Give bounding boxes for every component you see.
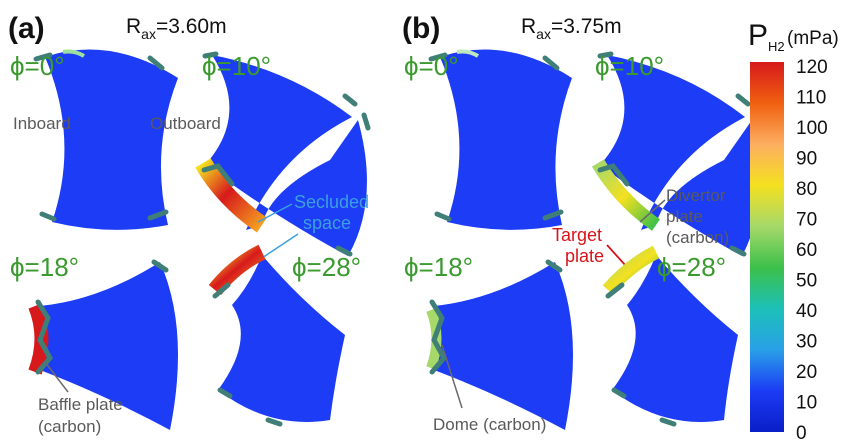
plate-a-phi28-top bbox=[212, 282, 231, 299]
cross-section-b-phi18 bbox=[434, 262, 573, 430]
colorbar-tick-label: 20 bbox=[796, 362, 817, 383]
angle-b-phi28: ϕ=28° bbox=[657, 252, 726, 282]
hotspot-b-phi0 bbox=[456, 49, 480, 58]
label-divertor-2: plate bbox=[666, 207, 703, 226]
colorbar-tick-label: 50 bbox=[796, 271, 817, 292]
plate-b-phi0-bottom-left bbox=[434, 211, 452, 222]
panel-b-rax: Rax=3.75m bbox=[521, 15, 622, 42]
plate-b-phi10-top bbox=[597, 51, 614, 59]
angle-b-phi10: ϕ=10° bbox=[595, 51, 664, 81]
cross-section-a-phi10 bbox=[205, 55, 367, 256]
colorbar-gradient bbox=[750, 62, 784, 432]
angle-a-phi0: ϕ=0° bbox=[10, 51, 65, 81]
colorbar-tick-label: 30 bbox=[796, 332, 817, 353]
plate-b-phi10-right-1 bbox=[735, 93, 751, 107]
colorbar-tick-label: 10 bbox=[796, 393, 817, 414]
plate-a-phi0-top-left bbox=[33, 52, 53, 62]
label-dome: Dome (carbon) bbox=[433, 415, 546, 434]
plate-a-phi10-bottom bbox=[335, 245, 353, 257]
baffle-a-phi10 bbox=[201, 163, 235, 187]
label-baffle-1: Baffle plate bbox=[38, 395, 123, 414]
panel-a-label: (a) bbox=[8, 12, 45, 45]
plate-b-phi28-bottom-2 bbox=[611, 387, 627, 399]
baffle-b-phi10 bbox=[597, 163, 630, 187]
pointer-secluded-a bbox=[257, 203, 293, 223]
colorbar-tick-label: 120 bbox=[796, 57, 828, 78]
panel-a-rax: Rax=3.60m bbox=[126, 15, 227, 42]
colorbar-tick-label: 90 bbox=[796, 149, 817, 170]
plate-b-phi28-bottom-1 bbox=[659, 417, 677, 427]
hotspot-a-phi0 bbox=[62, 49, 86, 58]
pointer-secluded-b bbox=[261, 233, 299, 259]
plate-b-phi10-bottom bbox=[729, 245, 747, 257]
label-inboard: Inboard bbox=[13, 114, 71, 133]
plate-b-phi0-top-right bbox=[542, 55, 560, 71]
colorbar-tick-label: 0 bbox=[796, 423, 807, 443]
colorbar-tick-label: 80 bbox=[796, 179, 817, 200]
cross-section-a-phi18 bbox=[40, 262, 178, 430]
label-outboard: Outboard bbox=[150, 114, 221, 133]
angle-b-phi0: ϕ=0° bbox=[404, 51, 459, 81]
label-baffle-2: (carbon) bbox=[38, 417, 101, 436]
hotspot-a-phi28 bbox=[208, 244, 266, 296]
plate-b-phi28-top bbox=[605, 282, 625, 299]
plate-b-phi0-top-left bbox=[428, 52, 448, 62]
hotspot-b-phi28 bbox=[602, 245, 660, 295]
plate-a-phi28-bottom-2 bbox=[217, 387, 233, 399]
plate-b-phi18-top bbox=[545, 259, 563, 273]
angle-a-phi10: ϕ=10° bbox=[202, 51, 271, 81]
label-target-1: Target bbox=[552, 225, 602, 245]
plate-a-phi10-top bbox=[202, 51, 219, 59]
pointer-divertor bbox=[639, 199, 666, 223]
angle-a-phi28: ϕ=28° bbox=[292, 252, 361, 282]
plate-a-phi10-right-1 bbox=[342, 93, 358, 107]
cross-section-a-phi0 bbox=[45, 49, 178, 230]
plate-a-phi18-top bbox=[151, 259, 169, 273]
colorbar-tick-label: 40 bbox=[796, 301, 817, 322]
panel-b-label: (b) bbox=[402, 12, 440, 45]
pointer-target bbox=[606, 244, 627, 267]
cross-section-b-phi0 bbox=[440, 49, 572, 230]
colorbar-title: PH2 bbox=[748, 19, 785, 54]
plate-a-phi0-bottom-right bbox=[147, 209, 169, 221]
plate-a-phi0-bottom-left bbox=[39, 211, 57, 222]
dome-b-phi18 bbox=[429, 299, 448, 375]
label-divertor-1: Divertor bbox=[666, 186, 726, 205]
cross-section-a-phi28 bbox=[218, 255, 345, 422]
colorbar-tick-label: 70 bbox=[796, 210, 817, 231]
label-secluded-2: space bbox=[303, 213, 351, 233]
label-divertor-3: (carbon) bbox=[666, 228, 729, 247]
plate-b-phi0-bottom-right bbox=[542, 209, 564, 221]
colorbar-tick-label: 100 bbox=[796, 118, 828, 139]
panel-a: (a) Rax=3.60m ϕ=0° Inboard Outboard ϕ=10… bbox=[8, 12, 371, 436]
plate-a-phi0-top-right bbox=[147, 55, 165, 71]
pointer-baffle bbox=[44, 361, 69, 393]
cross-section-b-phi28 bbox=[612, 255, 738, 422]
label-secluded-1: Secluded bbox=[294, 192, 369, 212]
plate-a-phi28-bottom-1 bbox=[265, 417, 283, 427]
panel-b: (b) Rax=3.75m ϕ=0° ϕ=10° Divertor plate … bbox=[402, 12, 765, 434]
cross-section-b-phi10 bbox=[600, 55, 760, 256]
pointer-dome bbox=[441, 344, 463, 409]
colorbar-tick-label: 110 bbox=[796, 88, 826, 109]
angle-a-phi18: ϕ=18° bbox=[10, 252, 79, 282]
label-target-2: plate bbox=[565, 246, 604, 266]
colorbar-tick-label: 60 bbox=[796, 240, 817, 261]
angle-b-phi18: ϕ=18° bbox=[404, 252, 473, 282]
colorbar-unit: (mPa) bbox=[787, 28, 839, 49]
plate-a-phi10-right-2 bbox=[361, 112, 371, 131]
